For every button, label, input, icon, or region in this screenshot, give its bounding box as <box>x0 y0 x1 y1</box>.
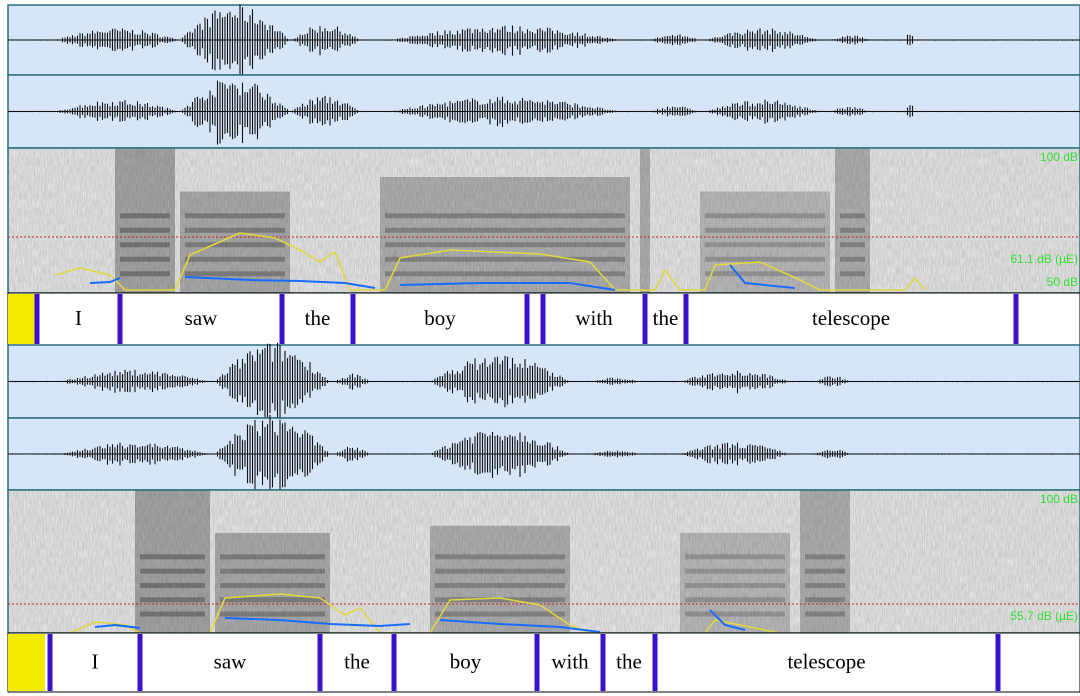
interval-boundary <box>653 634 658 691</box>
formant-band <box>120 228 170 233</box>
word-label: I <box>92 649 99 673</box>
interval-boundary <box>35 294 40 344</box>
formant-band <box>385 213 625 218</box>
word-label: saw <box>185 306 218 330</box>
formant-band <box>705 213 825 218</box>
word-label: with <box>575 306 613 330</box>
interval-boundary <box>684 294 689 344</box>
formant-band <box>705 271 825 276</box>
formant-band <box>805 583 845 588</box>
formant-band <box>185 228 285 233</box>
formant-band <box>385 242 625 247</box>
formant-band <box>805 612 845 617</box>
word-label: telescope <box>787 649 865 673</box>
formant-band <box>140 612 205 617</box>
formant-band <box>185 271 285 276</box>
selection-marker <box>8 294 35 344</box>
formant-band <box>140 554 205 559</box>
formant-band <box>805 554 845 559</box>
formant-band <box>140 569 205 574</box>
spectrogram-energy <box>430 526 570 633</box>
formant-band <box>435 612 565 617</box>
db-label: 55.7 dB (µE) <box>1010 609 1078 623</box>
interval-boundary <box>138 634 143 691</box>
formant-band <box>685 554 785 559</box>
word-label: telescope <box>812 306 890 330</box>
interval-boundary <box>535 634 540 691</box>
formant-band <box>685 583 785 588</box>
db-label: 50 dB <box>1047 275 1078 289</box>
formant-band <box>120 242 170 247</box>
interval-boundary <box>280 294 285 344</box>
interval-boundary <box>48 634 53 691</box>
formant-band <box>385 228 625 233</box>
formant-band <box>435 583 565 588</box>
formant-band <box>840 257 865 262</box>
formant-band <box>140 597 205 602</box>
formant-band <box>685 597 785 602</box>
word-label: the <box>344 649 370 673</box>
spectrogram-energy <box>640 148 650 293</box>
word-label: with <box>551 649 589 673</box>
selection-marker <box>8 634 45 691</box>
formant-band <box>840 213 865 218</box>
interval-boundary <box>541 294 546 344</box>
formant-band <box>840 271 865 276</box>
praat-window: 100 dB 61.1 dB (µE) 50 dB Isaw the boy with the… <box>0 0 1080 696</box>
word-label: boy <box>450 649 482 673</box>
formant-band <box>685 569 785 574</box>
formant-band <box>220 554 325 559</box>
interval-boundary <box>601 634 606 691</box>
formant-band <box>220 612 325 617</box>
formant-band <box>705 228 825 233</box>
formant-band <box>805 569 845 574</box>
formant-band <box>185 257 285 262</box>
formant-band <box>185 213 285 218</box>
word-label: the <box>305 306 331 330</box>
formant-band <box>120 213 170 218</box>
interval-boundary <box>392 634 397 691</box>
interval-boundary <box>643 294 648 344</box>
db-label: 100 dB <box>1040 150 1078 164</box>
formant-band <box>840 242 865 247</box>
interval-boundary <box>318 634 323 691</box>
formant-band <box>185 242 285 247</box>
interval-boundary <box>1014 294 1019 344</box>
formant-band <box>705 257 825 262</box>
db-label: 100 dB <box>1040 492 1078 506</box>
word-label: the <box>653 306 679 330</box>
word-label: I <box>75 306 82 330</box>
formant-band <box>685 612 785 617</box>
formant-band <box>220 583 325 588</box>
formant-band <box>120 271 170 276</box>
interval-boundary <box>996 634 1001 691</box>
db-label: 61.1 dB (µE) <box>1010 252 1078 266</box>
formant-band <box>705 242 825 247</box>
formant-band <box>805 597 845 602</box>
interval-boundary <box>351 294 356 344</box>
interval-boundary <box>118 294 123 344</box>
interval-boundary <box>525 294 530 344</box>
formant-band <box>435 554 565 559</box>
formant-band <box>435 569 565 574</box>
formant-band <box>140 583 205 588</box>
word-label: saw <box>214 649 247 673</box>
formant-band <box>120 257 170 262</box>
word-label: boy <box>424 306 456 330</box>
formant-band <box>385 257 625 262</box>
formant-band <box>385 271 625 276</box>
formant-band <box>220 569 325 574</box>
word-label: the <box>616 649 642 673</box>
text-tier <box>8 633 1080 692</box>
formant-band <box>840 228 865 233</box>
